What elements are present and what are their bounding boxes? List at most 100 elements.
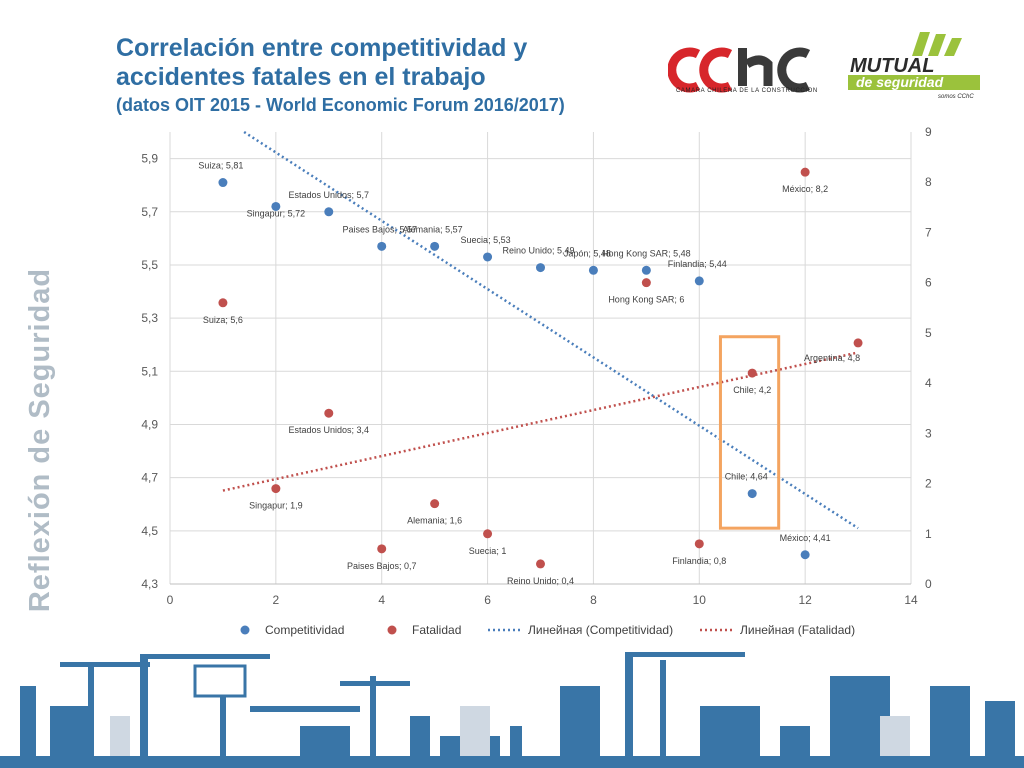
data-point xyxy=(694,276,704,286)
data-label: Alemania; 1,6 xyxy=(407,516,462,526)
x-tick-label: 12 xyxy=(798,593,812,607)
data-label: Singapur; 1,9 xyxy=(249,501,303,511)
legend-label: Линейная (Fatalidad) xyxy=(740,623,855,637)
y-left-tick-label: 5,5 xyxy=(141,258,158,272)
trendline xyxy=(222,351,859,492)
page-title: Correlación entre competitividad y accid… xyxy=(116,34,528,91)
x-tick-label: 4 xyxy=(378,593,385,607)
x-tick-label: 0 xyxy=(167,593,174,607)
mutual-word: MUTUAL xyxy=(850,55,934,77)
y-right-tick-label: 8 xyxy=(925,175,932,189)
data-point xyxy=(218,298,228,308)
data-label: Reino Unido; 5,49 xyxy=(502,246,574,256)
data-point xyxy=(641,265,651,275)
data-label: México; 8,2 xyxy=(782,184,828,194)
cchc-caption: CAMARA CHILENA DE LA CONSTRUCCION xyxy=(676,88,818,94)
legend: Competitividad Fatalidad Линейная (Competi… xyxy=(240,623,855,637)
data-point xyxy=(641,278,651,288)
mutual-tagline: de seguridad xyxy=(856,74,944,90)
mutual-sub: somos CChC xyxy=(938,94,974,100)
x-tick-label: 14 xyxy=(904,593,918,607)
x-tick-label: 10 xyxy=(693,593,707,607)
y-right-tick-label: 1 xyxy=(925,527,932,541)
data-label: Japón; 5,48 xyxy=(564,248,611,258)
data-point xyxy=(218,178,228,188)
data-point xyxy=(430,499,440,509)
data-point xyxy=(800,550,810,560)
data-label: Estados Unidos; 5,7 xyxy=(289,190,370,200)
y-right-tick-label: 3 xyxy=(925,426,932,440)
legend-marker xyxy=(240,625,250,635)
data-point xyxy=(747,368,757,378)
construction-skyline-image xyxy=(0,652,1024,768)
grid-lines xyxy=(169,132,912,584)
data-label: México; 4,41 xyxy=(780,533,831,543)
data-label: Finlandia; 0,8 xyxy=(672,556,726,566)
highlight-box xyxy=(718,335,781,530)
data-point xyxy=(694,539,704,549)
data-label: Suecia; 5,53 xyxy=(461,235,511,245)
data-label: Singapur; 5,72 xyxy=(247,208,306,218)
data-label: Alemania; 5,57 xyxy=(403,224,463,234)
data-point xyxy=(536,263,545,273)
data-point xyxy=(324,408,334,418)
y-left-tick-label: 4,5 xyxy=(141,524,158,538)
data-label: Suiza; 5,81 xyxy=(198,161,243,171)
legend-marker xyxy=(387,625,397,635)
x-tick-label: 2 xyxy=(273,593,280,607)
y-left-tick-label: 5,3 xyxy=(141,311,158,325)
data-points xyxy=(218,167,863,569)
data-point xyxy=(271,484,281,494)
data-point xyxy=(377,544,387,554)
data-point xyxy=(483,529,493,539)
y-left-tick-label: 5,1 xyxy=(141,364,158,378)
y-right-tick-label: 5 xyxy=(925,326,932,340)
data-point xyxy=(800,167,810,177)
data-point xyxy=(483,252,493,262)
data-label: Suecia; 1 xyxy=(469,546,507,556)
y-right-tick-label: 9 xyxy=(925,125,932,139)
legend-label: Линейная (Competitividad) xyxy=(528,623,673,637)
data-label: Argentina; 4,8 xyxy=(804,353,860,363)
data-point xyxy=(536,559,545,569)
data-label: Paises Bajos; 5,57 xyxy=(342,224,417,234)
y-right-tick-label: 7 xyxy=(925,225,932,239)
y-right-tick-label: 2 xyxy=(925,477,932,491)
data-label: Chile; 4,2 xyxy=(733,385,771,395)
data-point xyxy=(430,241,440,251)
data-label: Chile; 4,64 xyxy=(725,472,768,482)
data-point xyxy=(377,241,387,251)
y-left-tick-label: 5,9 xyxy=(141,152,158,166)
page-subtitle: (datos OIT 2015 - World Economic Forum 2… xyxy=(116,95,565,115)
data-label: Finlandia; 5,44 xyxy=(668,259,727,269)
y-right-tick-label: 6 xyxy=(925,276,932,290)
trendline xyxy=(243,130,859,530)
legend-label: Competitividad xyxy=(265,623,344,637)
data-label: Suiza; 5,6 xyxy=(203,315,243,325)
data-label: Estados Unidos; 3,4 xyxy=(289,425,370,435)
data-label: Reino Unido; 0,4 xyxy=(507,576,574,586)
data-label: Hong Kong SAR; 5,48 xyxy=(602,248,691,258)
data-label: Hong Kong SAR; 6 xyxy=(608,295,684,305)
y-left-tick-label: 5,7 xyxy=(141,205,158,219)
data-point xyxy=(853,338,863,348)
mutual-logo: MUTUAL de seguridad somos CChC xyxy=(848,32,980,100)
y-right-tick-label: 0 xyxy=(925,577,932,591)
cchc-logo xyxy=(668,47,811,93)
data-point xyxy=(324,207,334,217)
x-tick-label: 6 xyxy=(484,593,491,607)
x-tick-label: 8 xyxy=(590,593,597,607)
y-left-tick-label: 4,7 xyxy=(141,471,158,485)
data-labels: Suiza; 5,81 Singapur; 5,72 Estados Unidos;… xyxy=(198,161,860,586)
y-right-tick-label: 4 xyxy=(925,376,932,390)
y-left-tick-label: 4,9 xyxy=(141,417,158,431)
side-label: Reflexión de Seguridad xyxy=(24,267,56,613)
legend-label: Fatalidad xyxy=(412,623,461,637)
y-left-tick-label: 4,3 xyxy=(141,577,158,591)
chile-highlight xyxy=(718,335,781,530)
data-point xyxy=(271,201,281,211)
title-block: Correlación entre competitividad y accid… xyxy=(116,34,656,116)
data-point xyxy=(747,489,757,499)
